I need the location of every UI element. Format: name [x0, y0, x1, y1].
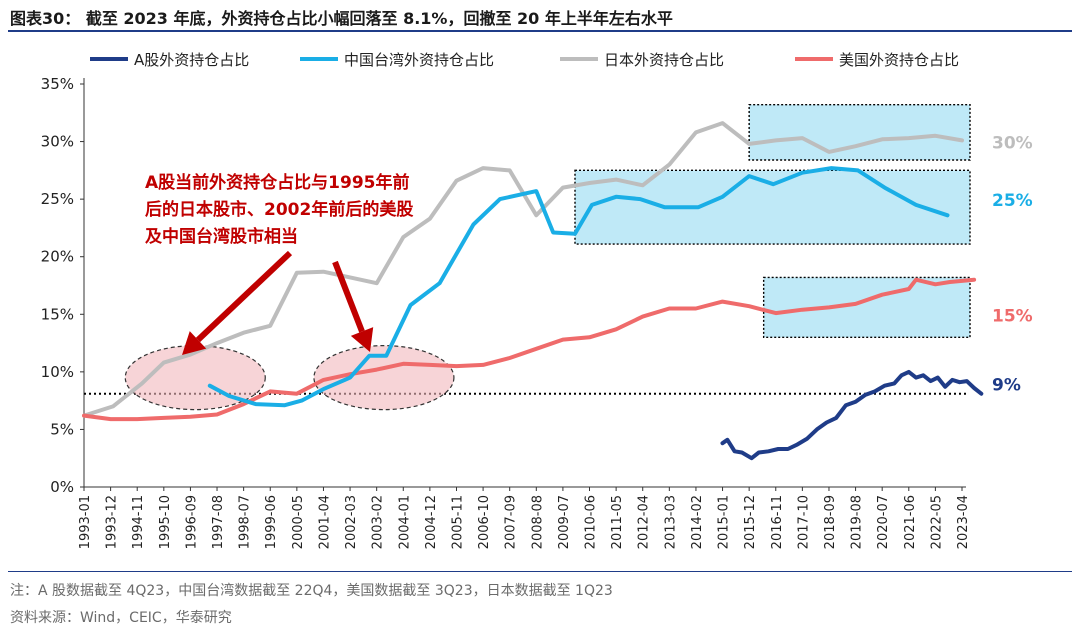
highlight-ellipse-2: [313, 345, 455, 411]
x-tick-label: 2010-06: [584, 495, 599, 549]
y-tick-label: 10%: [41, 363, 74, 381]
footnote: 注：A 股数据截至 4Q23，中国台湾数据截至 22Q4，美国数据截至 3Q23…: [10, 583, 613, 599]
y-tick-label: 25%: [41, 190, 74, 208]
x-tick-label: 2017-10: [796, 495, 811, 549]
x-tick-label: 1993-01: [78, 495, 93, 549]
x-tick-label: 2018-09: [823, 495, 838, 549]
y-tick-label: 35%: [41, 75, 74, 93]
arrow-right-head: [350, 327, 374, 352]
chart-title: 图表30： 截至 2023 年底，外资持仓占比小幅回落至 8.1%，回撤至 20…: [10, 9, 673, 28]
x-tick-label: 1998-07: [238, 495, 253, 549]
end-label-1: 30%: [992, 134, 1033, 154]
x-tick-label: 1993-12: [105, 495, 120, 549]
x-tick-label: 2014-02: [690, 495, 705, 549]
x-tick-label: 2022-05: [929, 495, 944, 549]
y-tick-label: 20%: [41, 248, 74, 266]
annotation-line-1: A股当前外资持仓占比与1995年前: [145, 172, 409, 193]
x-tick-label: 2013-03: [663, 495, 678, 549]
legend-label-3: 美国外资持仓占比: [839, 51, 959, 69]
x-tick-label: 2004-12: [424, 495, 439, 549]
y-tick-label: 15%: [41, 305, 74, 323]
y-tick-label: 5%: [50, 420, 74, 438]
x-tick-label: 1995-10: [158, 495, 173, 549]
highlight-box-2: [574, 169, 971, 245]
x-tick-label: 2000-05: [291, 495, 306, 549]
y-tick-label: 0%: [50, 478, 74, 496]
source-note: 资料来源：Wind，CEIC，华泰研究: [10, 610, 232, 626]
x-tick-label: 2006-10: [477, 495, 492, 549]
y-tick-label: 30%: [41, 133, 74, 151]
x-tick-label: 2016-11: [770, 495, 785, 549]
series-line-1: [207, 166, 950, 408]
arrow-left-shaft: [195, 250, 293, 343]
end-label-2: 25%: [992, 191, 1033, 211]
x-tick-label: 1999-06: [264, 495, 279, 549]
x-tick-label: 2011-05: [610, 495, 625, 549]
x-tick-label: 2015-12: [743, 495, 758, 549]
x-tick-label: 1997-08: [211, 495, 226, 549]
x-tick-label: 1994-11: [131, 495, 146, 549]
x-tick-label: 2012-04: [637, 495, 652, 549]
x-tick-label: 2003-02: [371, 495, 386, 549]
x-tick-label: 2005-11: [450, 495, 465, 549]
arrow-left-head: [182, 331, 207, 355]
x-tick-label: 1996-09: [184, 495, 199, 549]
x-tick-label: 2019-08: [850, 495, 865, 549]
x-tick-label: 2021-06: [903, 495, 918, 549]
series-line-3: [82, 277, 977, 422]
x-tick-label: 2008-08: [530, 495, 545, 549]
x-tick-label: 2023-04: [956, 495, 971, 549]
footer-rule: [8, 571, 1072, 572]
x-tick-label: 2020-07: [876, 495, 891, 549]
annotation-line-3: 及中国台湾股市相当: [145, 226, 298, 247]
series-line-0: [720, 369, 984, 461]
annotation-line-2: 后的日本股市、2002年前后的美股: [145, 199, 413, 220]
x-tick-label: 2015-01: [717, 495, 732, 549]
x-tick-label: 2001-04: [317, 495, 332, 549]
x-tick-label: 2009-07: [557, 495, 572, 549]
x-tick-label: 2007-09: [504, 495, 519, 549]
x-tick-label: 2004-01: [397, 495, 412, 549]
legend-label-0: A股外资持仓占比: [134, 51, 249, 69]
end-label-4: 9%: [992, 375, 1021, 395]
legend-label-2: 日本外资持仓占比: [604, 51, 724, 69]
end-label-3: 15%: [992, 306, 1033, 326]
title-rule: [8, 30, 1072, 32]
legend-label-1: 中国台湾外资持仓占比: [344, 51, 494, 69]
x-tick-label: 2002-03: [344, 495, 359, 549]
highlight-box-1: [748, 104, 971, 161]
arrow-right-shaft: [332, 260, 365, 333]
highlight-box-3: [762, 276, 971, 339]
